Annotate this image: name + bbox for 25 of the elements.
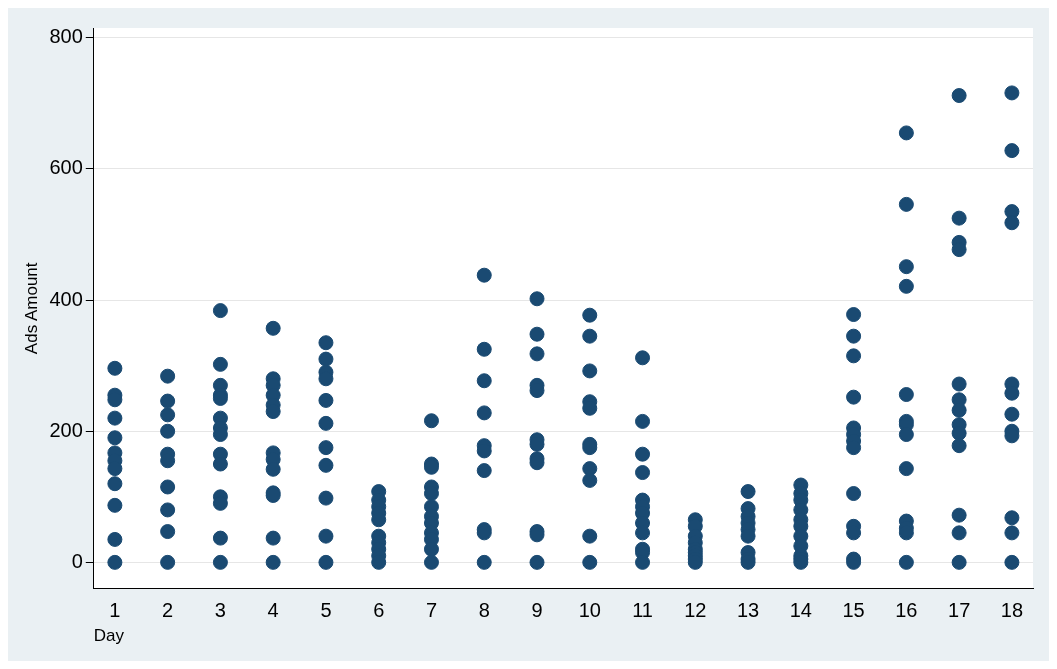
y-tick-label: 200: [49, 418, 83, 441]
x-tick-label: 9: [531, 599, 543, 622]
x-tick-label: 6: [373, 599, 385, 622]
y-tick-label: 0: [71, 549, 83, 572]
y-tick-label: 600: [49, 156, 83, 179]
x-tick-label: 4: [267, 599, 279, 622]
x-tick-label: 15: [842, 599, 865, 622]
x-tick-label: 8: [478, 599, 490, 622]
x-tick-label: 13: [736, 599, 760, 622]
x-tick-label: 17: [948, 599, 971, 622]
y-tick-label: 400: [49, 287, 83, 310]
x-tick-label: 11: [632, 599, 653, 622]
x-tick-label: 18: [1000, 599, 1024, 622]
x-tick-label: 2: [162, 599, 174, 622]
x-tick-label: 3: [214, 599, 226, 622]
x-tick-label: 16: [895, 599, 918, 622]
x-axis-title: Day: [93, 626, 125, 646]
x-tick-label: 12: [684, 599, 707, 622]
x-tick-label: 10: [578, 599, 601, 622]
x-tick-label: 14: [789, 599, 812, 622]
y-tick-label: 800: [49, 25, 83, 48]
x-tick-label: 7: [425, 599, 438, 622]
x-tick-label: 1: [109, 599, 121, 622]
y-axis-title: Ads Amount: [21, 262, 41, 355]
x-tick-label: 5: [320, 599, 332, 622]
